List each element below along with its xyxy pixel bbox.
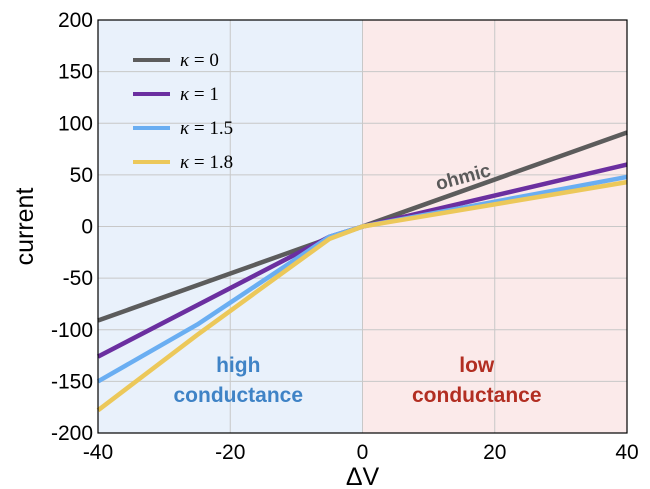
plot-frame	[97, 19, 628, 434]
x-tick-label: 40	[615, 441, 638, 464]
legend-label: κ = 1	[180, 84, 219, 105]
y-tick-label: -150	[51, 370, 93, 393]
region-label-line2: conductance	[173, 384, 303, 407]
x-tick-label: 0	[357, 441, 369, 464]
region-label-line2: conductance	[412, 384, 542, 407]
legend-label: κ = 0	[180, 50, 219, 71]
y-tick-label: 100	[58, 112, 93, 135]
legend-label: κ = 1.5	[180, 118, 233, 139]
region-labels: high conductance low conductance	[173, 354, 541, 407]
x-tick-label: -20	[215, 441, 245, 464]
series-lines	[96, 130, 628, 413]
y-tick-label: 50	[70, 164, 93, 187]
y-tick-label: -100	[51, 319, 93, 342]
legend: κ = 0 κ = 1 κ = 1.5 κ = 1.8	[133, 50, 233, 173]
region-label-line1: low	[459, 354, 495, 377]
y-tick-label: -50	[63, 267, 93, 290]
legend-label: κ = 1.8	[180, 152, 233, 173]
y-tick-label: 200	[58, 9, 93, 32]
x-tick-label: 20	[483, 441, 506, 464]
y-axis-label: current	[11, 188, 39, 266]
x-axis-label: ΔV	[346, 463, 380, 489]
series-line-3	[96, 179, 628, 413]
y-tick-label: 150	[58, 61, 93, 84]
y-tick-label: -200	[51, 422, 93, 445]
x-tick-label: -40	[83, 441, 113, 464]
region-label-line1: high	[216, 354, 260, 377]
y-tick-label: 0	[81, 216, 93, 239]
